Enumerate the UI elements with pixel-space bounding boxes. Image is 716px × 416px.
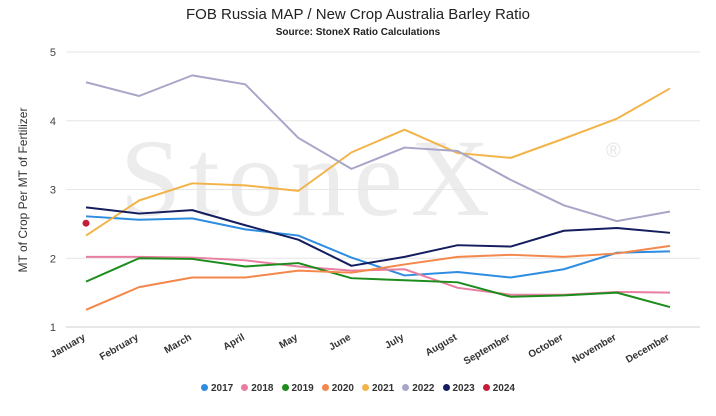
legend-item-2021[interactable]: 2021 <box>362 383 394 394</box>
legend-label: 2020 <box>331 383 354 394</box>
chart-title: FOB Russia MAP / New Crop Australia Barl… <box>185 6 530 23</box>
legend-swatch <box>321 383 329 391</box>
series-line-2019 <box>85 257 671 309</box>
x-tick-label-june: June <box>327 332 353 353</box>
series-line-2021 <box>85 87 671 237</box>
y-tick-label-4: 4 <box>50 116 56 128</box>
legend-swatch <box>241 383 249 391</box>
legend-item-2024[interactable]: 2024 <box>482 383 515 394</box>
legend-item-2022[interactable]: 2022 <box>402 383 435 394</box>
legend-swatch <box>362 383 369 391</box>
x-tick-label-november: November <box>571 332 619 366</box>
legend-label: 2024 <box>492 383 515 394</box>
legend-label: 2017 <box>211 383 234 394</box>
legend-swatch <box>201 383 208 391</box>
legend-swatch <box>482 383 490 391</box>
series-line-2022 <box>85 74 671 223</box>
x-tick-label-february: February <box>98 332 141 363</box>
legend-label: 2021 <box>372 383 395 394</box>
x-tick-label-december: December <box>624 332 671 366</box>
legend-label: 2019 <box>291 383 314 394</box>
x-tick-label-september: September <box>462 332 512 367</box>
x-tick-label-march: March <box>163 332 194 356</box>
legend-item-2019[interactable]: 2019 <box>281 383 314 394</box>
registered-mark: ® <box>606 140 621 162</box>
x-tick-label-april: April <box>222 332 247 353</box>
legend-swatch <box>281 383 289 391</box>
y-tick-label-5: 5 <box>50 47 56 59</box>
legend-item-2023[interactable]: 2023 <box>442 383 475 394</box>
legend-swatch <box>442 383 450 391</box>
x-tick-label-october: October <box>527 332 566 361</box>
y-tick-label-1: 1 <box>50 322 56 334</box>
x-tick-label-may: May <box>278 332 301 351</box>
series-line-2017 <box>85 215 671 279</box>
legend-label: 2023 <box>452 383 475 394</box>
x-tick-label-january: January <box>49 332 88 361</box>
series-line-2023 <box>85 206 671 267</box>
legend-item-2020[interactable]: 2020 <box>321 383 354 394</box>
series-point-2024 <box>82 219 90 227</box>
y-tick-label-3: 3 <box>50 185 56 197</box>
x-tick-label-august: August <box>424 332 460 359</box>
legend-swatch <box>402 383 410 391</box>
legend-label: 2018 <box>251 383 274 394</box>
x-tick-label-july: July <box>383 332 406 352</box>
legend-item-2018[interactable]: 2018 <box>241 383 274 394</box>
series-line-2020 <box>85 244 671 311</box>
y-tick-label-2: 2 <box>50 253 56 265</box>
legend-label: 2022 <box>412 383 435 394</box>
chart-subtitle: Source: StoneX Ratio Calculations <box>275 27 441 38</box>
legend-item-2017[interactable]: 2017 <box>201 383 233 394</box>
chart-legend: 2017 2018 2019 2020 2021 2022 2023 2024 <box>0 383 716 394</box>
